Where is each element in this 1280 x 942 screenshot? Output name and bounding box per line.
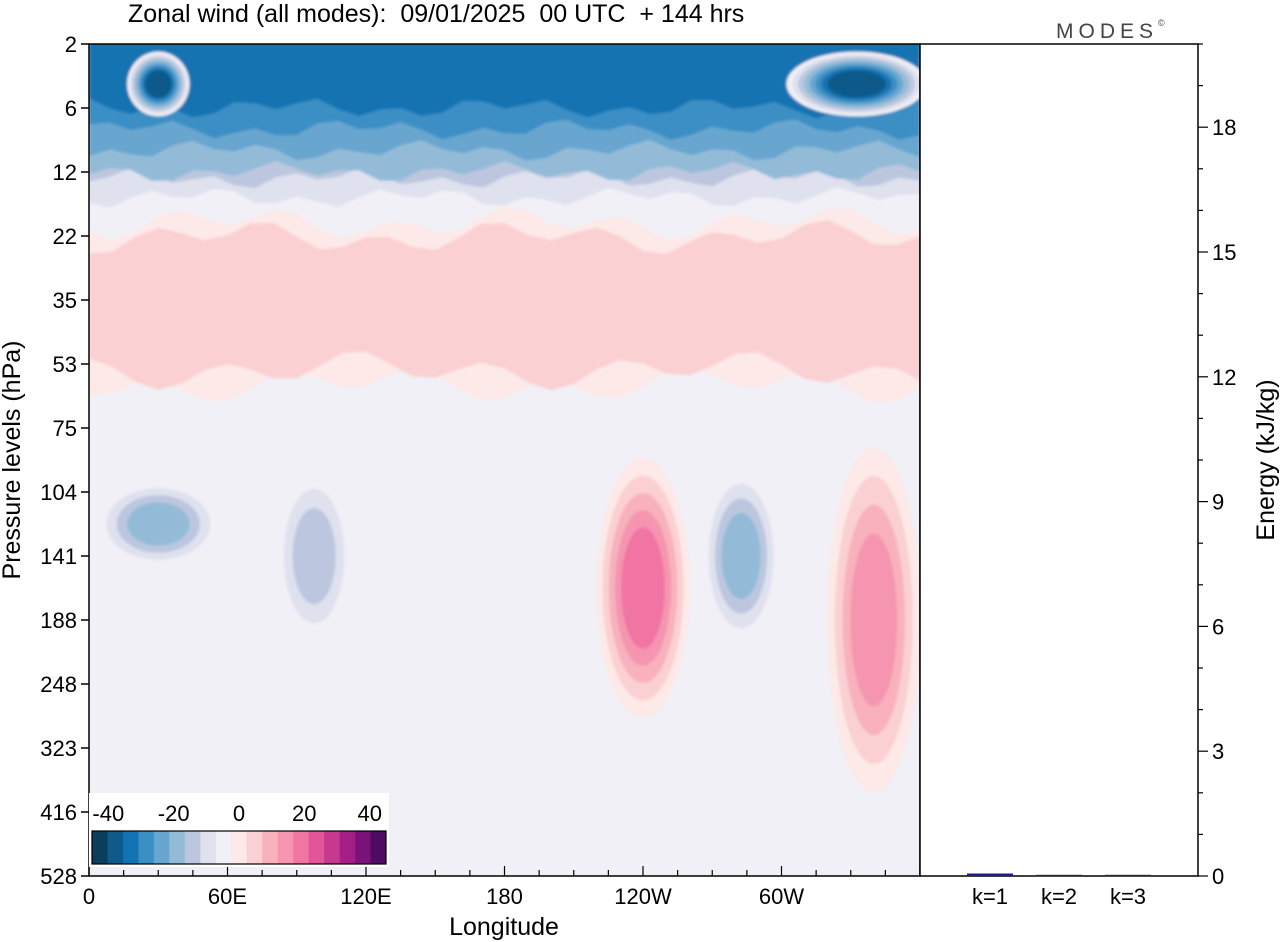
- mode-tick-label: k=3: [1110, 884, 1146, 909]
- energy-bar-k=2: [1036, 874, 1082, 877]
- colorbar-swatch: [293, 831, 309, 864]
- x-tick-label: 60E: [208, 884, 247, 909]
- energy-tick-label: 15: [1212, 240, 1236, 265]
- contour-band: [89, 219, 920, 391]
- colorbar-swatch: [122, 831, 139, 864]
- y-tick-label: 323: [40, 736, 77, 761]
- logo-mark: ©: [1158, 18, 1165, 28]
- colorbar-swatch: [339, 831, 356, 864]
- colorbar-swatch: [262, 831, 278, 864]
- energy-bar-k=3: [1105, 874, 1151, 877]
- longitude-axis: 0 60E 120E 180 120W 60W: [83, 866, 921, 909]
- colorbar-swatch: [153, 831, 170, 864]
- y-tick-label: 22: [53, 224, 77, 249]
- y-tick-label: 248: [40, 672, 77, 697]
- y-tick-label: 104: [40, 480, 77, 505]
- colorbar-swatch: [277, 831, 294, 864]
- y-axis-label: Pressure levels (hPa): [0, 341, 26, 580]
- energy-axis: 0 3 6 9 12 15 18: [1198, 43, 1236, 889]
- energy-bar-k=1: [967, 873, 1013, 876]
- colorbar-tick-label: 20: [292, 801, 316, 826]
- x-tick-label: 180: [486, 884, 523, 909]
- energy-tick-label: 9: [1212, 490, 1224, 515]
- x-tick-label: 60W: [759, 884, 804, 909]
- mode-axis: k=1 k=2 k=3: [972, 884, 1146, 909]
- energy-axis-label: Energy (kJ/kg): [1252, 379, 1280, 540]
- energy-tick-label: 0: [1212, 864, 1224, 889]
- colorbar-swatch: [355, 831, 371, 864]
- colorbar-swatch: [200, 831, 217, 864]
- colorbar-frame: [91, 830, 387, 865]
- colorbar-legend: -40 -20 0 20 40: [89, 793, 389, 867]
- energy-bars: [967, 873, 1151, 877]
- colorbar-swatch: [184, 831, 201, 864]
- energy-tick-label: 12: [1212, 365, 1236, 390]
- colorbar-tick-label: 40: [357, 801, 381, 826]
- modes-logo: MODES©: [1056, 18, 1165, 44]
- contour-cell: [827, 70, 886, 98]
- contour-band: [89, 44, 920, 119]
- energy-tick-label: 6: [1212, 614, 1224, 639]
- mode-tick-label: k=2: [1041, 884, 1077, 909]
- energy-tick-label: 18: [1212, 115, 1236, 140]
- logo-text: MODES: [1056, 20, 1159, 43]
- contour-cell: [145, 70, 172, 98]
- heatmap-contours: [89, 44, 920, 793]
- y-tick-label: 528: [40, 864, 77, 889]
- colorbar-tick-label: 0: [233, 801, 245, 826]
- colorbar-tick-label: -20: [158, 801, 190, 826]
- contour-cell: [721, 512, 761, 600]
- y-tick-label: 35: [53, 288, 77, 313]
- colorbar-swatch: [215, 831, 232, 864]
- energy-panel-frame: [919, 43, 1199, 877]
- y-tick-label: 6: [65, 96, 77, 121]
- y-tick-label: 2: [65, 32, 77, 57]
- y-tick-label: 53: [53, 352, 77, 377]
- mode-tick-label: k=1: [972, 884, 1008, 909]
- y-tick-label: 141: [40, 544, 77, 569]
- colorbar-swatch: [370, 831, 387, 864]
- energy-tick-label: 3: [1212, 739, 1224, 764]
- colorbar-tick-label: -40: [92, 801, 124, 826]
- pressure-axis: 2 6 12 22 35 53 75 104 141 188 248 323 416 528: [40, 32, 89, 889]
- chart-title: Zonal wind (all modes): 09/01/2025 00 UT…: [128, 0, 745, 28]
- colorbar-swatch: [246, 831, 263, 864]
- colorbar-swatch: [92, 831, 108, 864]
- x-tick-label: 0: [83, 884, 95, 909]
- colorbar-swatch: [308, 831, 325, 864]
- y-tick-label: 12: [53, 160, 77, 185]
- x-tick-label: 120E: [340, 884, 391, 909]
- colorbar-swatch: [138, 831, 155, 864]
- colorbar-swatch: [231, 831, 248, 864]
- y-tick-label: 188: [40, 608, 77, 633]
- y-tick-label: 416: [40, 800, 77, 825]
- contour-cell: [850, 533, 898, 707]
- x-tick-label: 120W: [614, 884, 672, 909]
- colorbar-swatch: [107, 831, 124, 864]
- contour-cell: [292, 508, 336, 604]
- colorbar-swatch: [169, 831, 186, 864]
- colorbar-swatch: [324, 831, 340, 864]
- contour-cell: [127, 502, 190, 546]
- contour-cell: [621, 527, 665, 649]
- x-axis-label: Longitude: [449, 913, 559, 941]
- heatmap-plot-area: [89, 44, 920, 876]
- y-tick-label: 75: [53, 416, 77, 441]
